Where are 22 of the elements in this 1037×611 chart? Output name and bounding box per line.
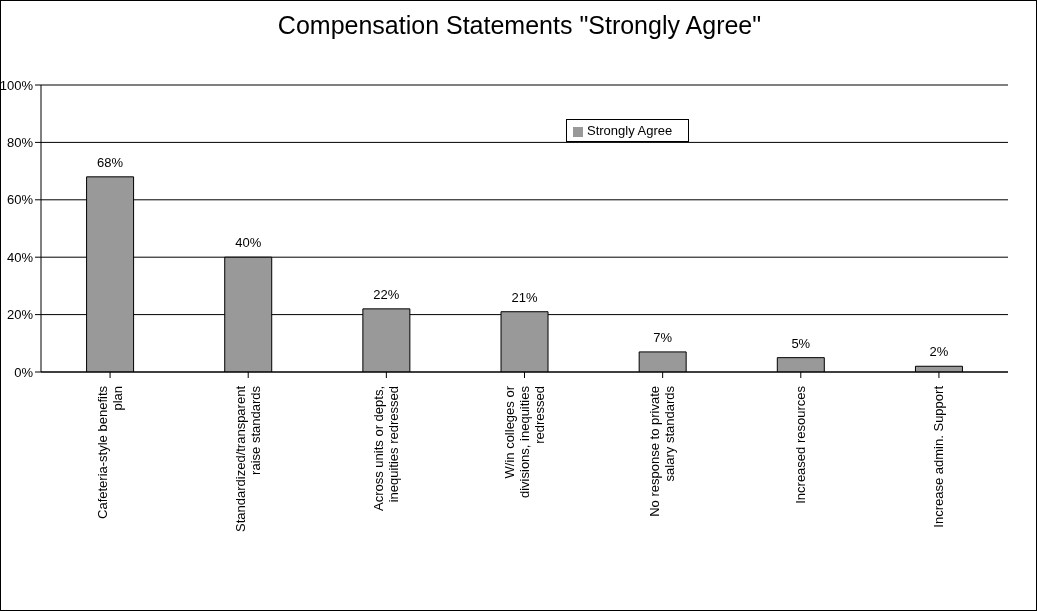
- x-tick-label: W/in colleges or divisions, inequities redressed: [501, 385, 547, 499]
- x-tick-label: No response to private salary standards: [647, 385, 678, 517]
- y-tick-label: 60%: [6, 192, 34, 208]
- data-label: 68%: [97, 154, 124, 170]
- y-tick-label: 0%: [14, 364, 34, 380]
- y-tick-label: 40%: [6, 249, 34, 265]
- data-label: 5%: [791, 335, 811, 351]
- legend-label: Strongly Agree: [587, 123, 673, 138]
- y-tick-label: 20%: [6, 307, 34, 323]
- x-tick-label: Standardized/transparent raise standards: [232, 385, 263, 532]
- y-tick-label: 80%: [6, 135, 34, 151]
- chart-title: Compensation Statements "Strongly Agree": [276, 11, 763, 40]
- data-label: 40%: [235, 235, 262, 251]
- data-label: 2%: [929, 344, 949, 360]
- data-label: 21%: [511, 289, 538, 305]
- x-tick-label: Across units or depts, inequities redressed: [370, 386, 401, 511]
- data-label: 7%: [653, 329, 673, 345]
- x-tick-label: Cafeteria-style benefits plan: [94, 385, 125, 519]
- y-tick-label: 100%: [0, 77, 34, 93]
- x-tick-label: Increased resources: [792, 385, 808, 504]
- data-label: 22%: [373, 286, 400, 302]
- x-tick-label: Increase admin. Support: [930, 385, 946, 528]
